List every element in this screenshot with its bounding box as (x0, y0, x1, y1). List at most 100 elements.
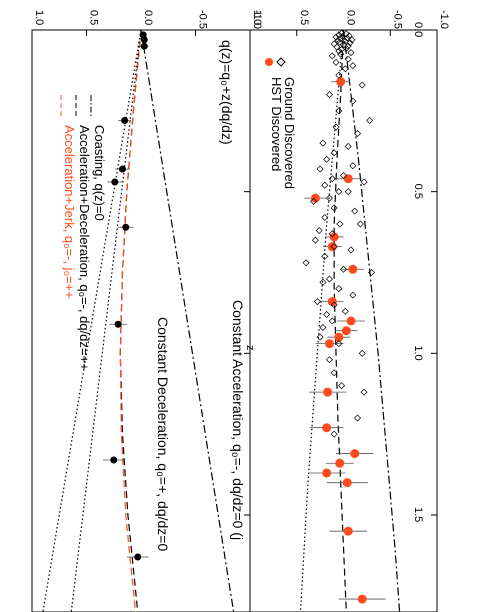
ground-point-44 (321, 181, 329, 189)
ground-point-34 (354, 129, 362, 137)
model-line-1-3 (70, 29, 142, 612)
hst-point-17 (343, 526, 353, 536)
ground-point-19 (335, 47, 343, 55)
z-tick-label-0-2: 1.0 (412, 345, 424, 360)
ground-point-56 (311, 236, 319, 244)
binned-point-7 (114, 320, 122, 328)
ground-point-43 (360, 178, 368, 186)
ground-point-69 (341, 307, 349, 315)
ground-point-32 (366, 117, 374, 125)
ground-point-57 (330, 243, 338, 251)
ground-point-23 (344, 55, 352, 63)
z-tick-label-0-3: 1.5 (412, 507, 424, 522)
ground-point-78 (338, 382, 346, 390)
ground-point-74 (335, 340, 343, 348)
ground-point-11 (336, 38, 344, 46)
ground-point-75 (358, 349, 366, 357)
ground-point-26 (341, 65, 349, 73)
legend-hst-marker (265, 58, 273, 66)
binned-point-1 (140, 36, 148, 44)
hst-point-16 (342, 478, 352, 488)
ground-point-76 (325, 356, 333, 364)
ground-point-35 (319, 139, 327, 147)
binned-point-3 (121, 117, 129, 125)
x-axis-label: z (244, 345, 256, 351)
ground-point-6 (343, 34, 351, 42)
ground-point-33 (332, 123, 340, 131)
hst-point-9 (334, 332, 344, 342)
hst-point-12 (322, 423, 332, 433)
hst-point-6 (327, 297, 337, 307)
model-line-1-0 (140, 29, 235, 612)
ground-point-39 (349, 162, 357, 170)
ground-point-5 (332, 33, 340, 41)
ground-point-29 (325, 91, 333, 99)
value-tick-label-0-2: 0.0 (345, 10, 357, 25)
ground-point-1 (342, 30, 350, 38)
ground-point-24 (332, 58, 340, 66)
ground-point-81 (330, 430, 338, 438)
ground-point-45 (335, 188, 343, 196)
ground-point-66 (349, 291, 357, 299)
z-tick-label-0-0: 0.0 (412, 22, 424, 37)
hst-point-8 (341, 326, 351, 336)
ground-point-36 (344, 142, 352, 150)
ground-point-28 (358, 81, 366, 89)
ground-point-67 (313, 298, 321, 306)
ground-point-20 (347, 49, 355, 57)
hst-point-1 (343, 174, 353, 184)
constant-deceleration-label: Constant Deceleration, q₀=+, dq/dz=0 (155, 317, 171, 551)
value-tick-label-1-4: 1.0 (33, 10, 45, 25)
value-tick-label-1-0: -1.0 (251, 10, 263, 29)
ground-point-48 (310, 197, 318, 205)
ground-point-47 (325, 194, 333, 202)
value-tick-label-0-4: 1.0 (251, 10, 263, 25)
ground-point-40 (316, 165, 324, 173)
ground-point-12 (346, 39, 354, 47)
hst-point-5 (348, 264, 358, 274)
ground-legend-label: Ground Discovered (282, 77, 297, 189)
coasting-legend-label: Coasting, q(z)=0 (92, 125, 107, 221)
legend-ground-diamond (276, 57, 286, 67)
binned-point-8 (110, 456, 118, 464)
value-tick-label-0-0: -1.0 (438, 10, 450, 29)
hst-point-11 (323, 387, 333, 397)
value-tick-label-0-3: 0.5 (298, 10, 310, 25)
ground-point-61 (340, 265, 347, 273)
hst-point-4 (327, 242, 337, 252)
ground-point-37 (330, 149, 338, 157)
ground-point-51 (321, 214, 329, 222)
ground-point-46 (344, 188, 352, 196)
ground-point-72 (319, 323, 327, 331)
ground-point-73 (316, 333, 324, 341)
hst-point-15 (322, 468, 332, 478)
value-tick-label-0-1: -0.5 (391, 10, 403, 29)
ground-point-64 (319, 278, 327, 286)
ground-point-70 (323, 311, 331, 319)
ground-point-50 (351, 207, 359, 215)
acc-dec-legend-label: Acceleration+Deceleration, q₀=-, dq/dz=+… (77, 125, 92, 371)
model-line-0-2 (342, 29, 401, 612)
hst-point-14 (335, 458, 345, 468)
bottom-panel-frame (31, 29, 251, 612)
ground-point-65 (335, 285, 343, 293)
ground-point-55 (328, 230, 336, 238)
value-tick-label-1-2: 0.0 (142, 10, 154, 25)
bottom-panel (31, 29, 251, 612)
ground-point-42 (328, 175, 336, 183)
ground-point-71 (328, 317, 336, 325)
ground-point-17 (342, 44, 350, 52)
ground-point-63 (325, 275, 333, 283)
hst-point-7 (346, 316, 356, 326)
ground-point-10 (341, 37, 349, 45)
constant-acceleration-label: Constant Acceleration, q₀=-, dq/dz=0 (j (230, 300, 246, 540)
ground-point-21 (337, 50, 345, 58)
ground-point-79 (360, 388, 368, 396)
ground-point-53 (356, 220, 364, 228)
z-tick-label-0-1: 0.5 (412, 184, 424, 199)
acc-jerk-legend-label: Acceleration+Jerk, q₀=-, j₀=++ (62, 125, 77, 299)
ground-point-30 (349, 97, 357, 105)
ground-point-60 (302, 259, 310, 267)
ground-point-68 (330, 301, 338, 309)
